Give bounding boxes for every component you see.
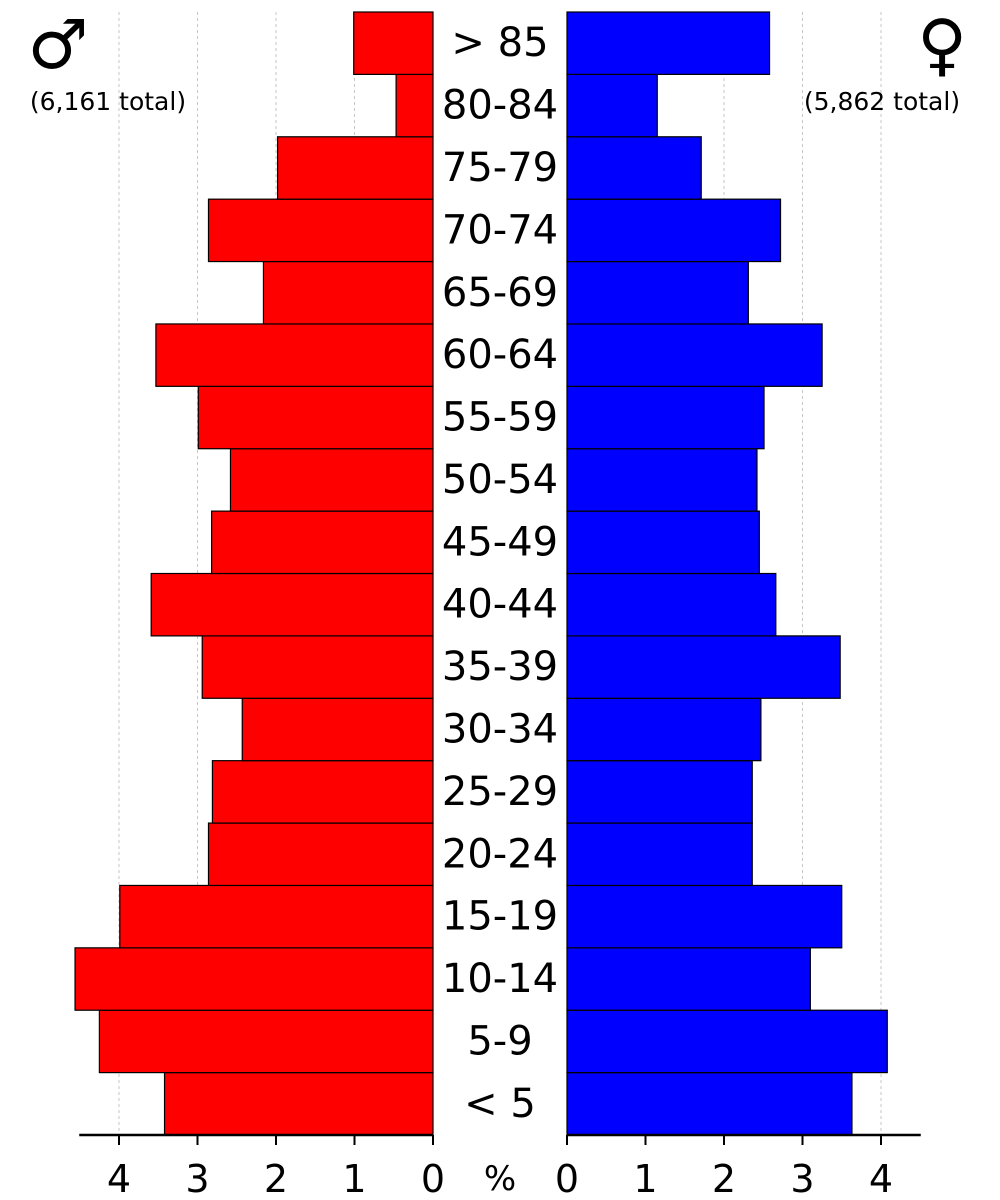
- female-bar-5: [566, 1072, 853, 1136]
- male-bar-50-54: [229, 448, 434, 512]
- female-x-tick-label: 3: [790, 1157, 814, 1200]
- age-group-label: 15-19: [442, 894, 558, 940]
- male-bar-55-59: [197, 385, 434, 450]
- age-group-label: 70-74: [442, 207, 558, 253]
- male-bar-15-19: [119, 884, 434, 949]
- female-bar-25-29: [566, 760, 753, 824]
- female-bar-70-74: [566, 198, 782, 263]
- male-bar-20-24: [207, 822, 434, 887]
- female-x-tick-label: 1: [633, 1157, 657, 1200]
- female-x-tick-label: 2: [712, 1157, 736, 1200]
- male-bar-70-74: [207, 198, 434, 263]
- bars: [74, 11, 888, 1136]
- male-x-tick-label: 1: [342, 1157, 366, 1200]
- male-bar-30-34: [241, 697, 434, 762]
- female-bar-20-24: [566, 822, 753, 887]
- female-bar-30-34: [566, 697, 762, 762]
- female-bar-85: [566, 11, 771, 75]
- age-group-label: 75-79: [442, 145, 558, 191]
- age-group-label: 80-84: [442, 83, 558, 129]
- unit-label: %: [484, 1159, 516, 1199]
- male-bar-35-39: [201, 635, 434, 699]
- female-bar-40-44: [566, 572, 777, 637]
- female-bar-75-79: [566, 136, 702, 200]
- age-group-label: 60-64: [442, 332, 558, 378]
- male-bar-65-69: [262, 260, 434, 325]
- female-x-tick-label: 0: [555, 1157, 579, 1200]
- male-bar-10-14: [74, 947, 434, 1011]
- age-group-label: 5-9: [467, 1018, 532, 1064]
- male-bar-75-79: [276, 136, 434, 200]
- age-group-label: 65-69: [442, 270, 558, 316]
- male-x-tick-label: 2: [264, 1157, 288, 1200]
- age-group-label: 45-49: [442, 519, 558, 565]
- age-group-label: 10-14: [442, 956, 558, 1002]
- female-bar-5-9: [566, 1009, 888, 1074]
- age-group-labels: < 5 5-9 10-14 15-19 20-24 25-29 30-34 35-39 40-4…: [442, 20, 558, 1127]
- age-group-label: 35-39: [442, 644, 558, 690]
- male-bar-60-64: [155, 323, 434, 387]
- male-bar-80-84: [395, 73, 434, 138]
- female-bar-45-49: [566, 510, 760, 575]
- axes: 0 0 1 1 2 2 3 3 4 4: [79, 1133, 921, 1200]
- male-symbol: ♂: [28, 6, 89, 85]
- age-group-label: 25-29: [442, 769, 558, 815]
- male-x-tick-label: 4: [107, 1157, 131, 1200]
- male-bar-85: [353, 11, 434, 75]
- age-group-label: 50-54: [442, 457, 558, 503]
- female-bar-65-69: [566, 260, 749, 325]
- male-bar-25-29: [211, 760, 434, 824]
- female-bar-35-39: [566, 635, 841, 699]
- female-bar-50-54: [566, 448, 758, 512]
- age-group-label: > 85: [451, 20, 548, 66]
- female-bar-80-84: [566, 73, 658, 138]
- female-symbol: ♀: [917, 6, 967, 85]
- age-group-label: < 5: [464, 1081, 536, 1127]
- male-x-tick-label: 0: [421, 1157, 445, 1200]
- age-group-label: 20-24: [442, 831, 558, 877]
- female-x-tick-label: 4: [869, 1157, 893, 1200]
- male-bar-5-9: [98, 1009, 434, 1074]
- female-total-label: (5,862 total): [804, 87, 960, 116]
- male-total-label: (6,161 total): [30, 87, 186, 116]
- age-group-label: 55-59: [442, 395, 558, 441]
- age-group-label: 40-44: [442, 582, 558, 628]
- male-bar-40-44: [150, 572, 434, 637]
- female-bar-10-14: [566, 947, 811, 1011]
- male-x-tick-label: 3: [185, 1157, 209, 1200]
- male-bar-5: [163, 1072, 434, 1136]
- male-bar-45-49: [211, 510, 434, 575]
- female-bar-60-64: [566, 323, 823, 387]
- female-bar-55-59: [566, 385, 765, 450]
- female-bar-15-19: [566, 884, 843, 949]
- age-group-label: 30-34: [442, 706, 558, 752]
